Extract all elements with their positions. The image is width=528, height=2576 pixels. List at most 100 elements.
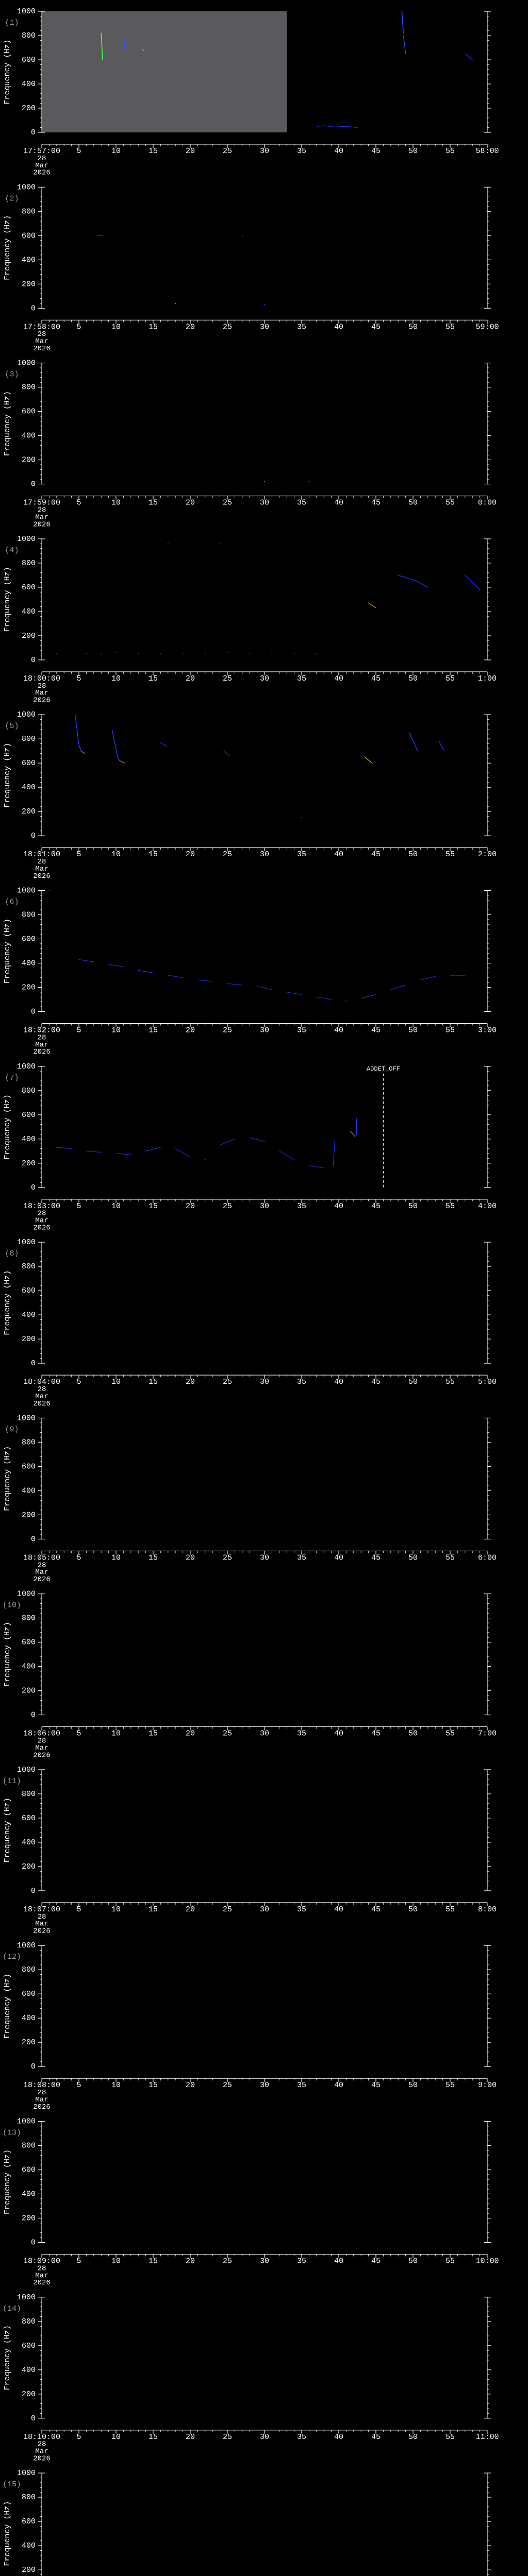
svg-text:15: 15 — [148, 1202, 158, 1211]
svg-text:Frequency (Hz): Frequency (Hz) — [3, 2501, 12, 2566]
svg-text:40: 40 — [334, 323, 343, 331]
svg-text:25: 25 — [223, 323, 232, 331]
svg-text:55: 55 — [446, 1905, 455, 1914]
svg-text:25: 25 — [223, 674, 232, 683]
svg-text:35: 35 — [297, 323, 306, 331]
svg-text:5: 5 — [76, 2081, 81, 2090]
svg-text:2026: 2026 — [33, 345, 51, 353]
svg-text:600: 600 — [22, 2342, 36, 2350]
svg-text:35: 35 — [297, 2433, 306, 2442]
svg-text:59:00: 59:00 — [475, 323, 499, 331]
svg-text:15: 15 — [148, 1378, 158, 1386]
svg-text:8:00: 8:00 — [478, 1905, 497, 1914]
svg-text:0: 0 — [31, 2238, 36, 2247]
svg-text:600: 600 — [22, 2517, 36, 2526]
svg-text:10: 10 — [111, 1730, 121, 1738]
svg-text:25: 25 — [223, 850, 232, 859]
svg-text:800: 800 — [22, 31, 36, 40]
svg-text:(7): (7) — [5, 1074, 19, 1082]
svg-text:0: 0 — [31, 480, 36, 489]
svg-text:15: 15 — [148, 1905, 158, 1914]
svg-text:5:00: 5:00 — [478, 1378, 497, 1386]
svg-text:25: 25 — [223, 2081, 232, 2090]
svg-text:50: 50 — [408, 674, 418, 683]
svg-text:200: 200 — [22, 2214, 36, 2223]
svg-text:2026: 2026 — [33, 520, 51, 529]
svg-text:20: 20 — [186, 1378, 195, 1386]
svg-text:20: 20 — [186, 2081, 195, 2090]
svg-text:25: 25 — [223, 2433, 232, 2442]
svg-text:400: 400 — [22, 1663, 36, 1671]
svg-text:800: 800 — [22, 1087, 36, 1095]
svg-text:25: 25 — [223, 147, 232, 156]
svg-text:50: 50 — [408, 1202, 418, 1211]
svg-text:15: 15 — [148, 323, 158, 331]
svg-text:50: 50 — [408, 1730, 418, 1738]
svg-text:11:00: 11:00 — [475, 2433, 499, 2442]
svg-text:200: 200 — [22, 1335, 36, 1344]
svg-text:20: 20 — [186, 499, 195, 507]
svg-text:40: 40 — [334, 1553, 343, 1562]
svg-text:55: 55 — [446, 1553, 455, 1562]
svg-text:20: 20 — [186, 2257, 195, 2266]
svg-text:30: 30 — [260, 1730, 269, 1738]
svg-text:1000: 1000 — [17, 2469, 36, 2478]
svg-text:58:00: 58:00 — [475, 147, 499, 156]
svg-text:35: 35 — [297, 2081, 306, 2090]
svg-text:2026: 2026 — [33, 2279, 51, 2287]
svg-text:600: 600 — [22, 1638, 36, 1647]
svg-text:25: 25 — [223, 1026, 232, 1035]
svg-text:30: 30 — [260, 674, 269, 683]
svg-text:(10): (10) — [3, 1601, 21, 1610]
svg-text:10: 10 — [111, 1905, 121, 1914]
svg-text:55: 55 — [446, 1026, 455, 1035]
svg-text:45: 45 — [371, 1553, 381, 1562]
svg-text:0: 0 — [31, 2062, 36, 2071]
svg-text:2026: 2026 — [33, 1048, 51, 1056]
svg-text:0: 0 — [31, 1359, 36, 1368]
svg-text:15: 15 — [148, 1730, 158, 1738]
svg-text:10: 10 — [111, 2433, 121, 2442]
svg-text:40: 40 — [334, 1378, 343, 1386]
svg-text:45: 45 — [371, 850, 381, 859]
svg-text:50: 50 — [408, 1553, 418, 1562]
svg-text:5: 5 — [76, 1202, 81, 1211]
svg-text:1000: 1000 — [17, 1062, 36, 1071]
svg-text:600: 600 — [22, 1814, 36, 1823]
svg-text:200: 200 — [22, 280, 36, 289]
svg-text:2026: 2026 — [33, 1751, 51, 1759]
svg-text:25: 25 — [223, 1378, 232, 1386]
svg-text:20: 20 — [186, 850, 195, 859]
svg-text:400: 400 — [22, 2014, 36, 2023]
svg-text:Frequency (Hz): Frequency (Hz) — [3, 39, 12, 104]
svg-text:35: 35 — [297, 1026, 306, 1035]
svg-text:800: 800 — [22, 383, 36, 392]
svg-text:15: 15 — [148, 2257, 158, 2266]
svg-text:35: 35 — [297, 1202, 306, 1211]
svg-text:(13): (13) — [3, 2129, 21, 2138]
svg-text:15: 15 — [148, 674, 158, 683]
svg-text:Frequency (Hz): Frequency (Hz) — [3, 743, 12, 808]
svg-text:15: 15 — [148, 2081, 158, 2090]
svg-text:20: 20 — [186, 1553, 195, 1562]
svg-text:200: 200 — [22, 632, 36, 640]
svg-text:5: 5 — [76, 323, 81, 331]
svg-text:600: 600 — [22, 231, 36, 240]
svg-text:15: 15 — [148, 499, 158, 507]
svg-text:55: 55 — [446, 2433, 455, 2442]
svg-text:400: 400 — [22, 2541, 36, 2550]
svg-text:(1): (1) — [5, 19, 19, 27]
svg-text:200: 200 — [22, 1862, 36, 1871]
svg-text:55: 55 — [446, 674, 455, 683]
svg-text:45: 45 — [371, 499, 381, 507]
svg-text:30: 30 — [260, 1378, 269, 1386]
svg-text:5: 5 — [76, 850, 81, 859]
svg-text:10: 10 — [111, 147, 121, 156]
svg-text:(11): (11) — [3, 1777, 21, 1786]
svg-text:800: 800 — [22, 2493, 36, 2502]
svg-text:600: 600 — [22, 408, 36, 416]
svg-text:Frequency (Hz): Frequency (Hz) — [3, 1974, 12, 2039]
svg-text:10: 10 — [111, 499, 121, 507]
svg-text:(9): (9) — [5, 1425, 19, 1434]
svg-text:5: 5 — [76, 1378, 81, 1386]
